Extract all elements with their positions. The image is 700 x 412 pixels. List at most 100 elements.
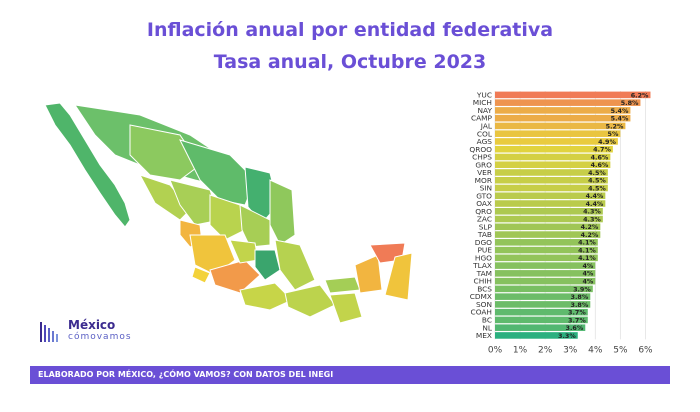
category-label: PUE: [477, 246, 492, 255]
logo-sub-text: cómovamos: [68, 332, 132, 342]
chart-subtitle: Tasa anual, Octubre 2023: [213, 51, 487, 73]
category-label: DGO: [475, 238, 492, 247]
category-label: GTO: [476, 191, 492, 200]
bar-coah: [495, 308, 588, 316]
chart-x-ticks: 0% 1% 2% 3% 4% 5% 6%: [488, 345, 653, 355]
bar-mor: [495, 176, 608, 184]
value-label: 4.6%: [591, 161, 609, 169]
map-region-colima: [191, 266, 211, 284]
category-label: BC: [482, 316, 492, 325]
bar-nl: [495, 324, 586, 331]
bar-tlax: [495, 262, 596, 269]
bar-sin: [495, 184, 608, 192]
value-label: 4.2%: [581, 231, 599, 239]
value-label: 4.6%: [591, 153, 609, 161]
value-label: 4.3%: [583, 208, 601, 216]
bar-ags: [495, 138, 618, 145]
map-region-puebla-veracruz: [274, 239, 316, 291]
value-label: 6.2%: [631, 91, 649, 99]
category-label: VER: [477, 168, 492, 177]
bar-dgo: [495, 239, 598, 246]
category-label: TAM: [476, 269, 492, 278]
bar-jal: [495, 122, 626, 130]
category-label: SLP: [479, 222, 493, 231]
value-label: 4.2%: [581, 223, 599, 231]
logo-bars-icon: [40, 322, 58, 342]
category-label: JAL: [480, 122, 493, 131]
bar-pue: [495, 246, 598, 254]
bar-ver: [495, 169, 608, 176]
category-label: MICH: [473, 98, 492, 107]
map-region-durango: [169, 179, 221, 226]
category-label: AGS: [477, 137, 493, 146]
chart-value-labels: 6.2%5.8%5.4%5.4%5.2%5%4.9%4.7%4.6%4.6%4.…: [558, 91, 649, 340]
map-region-coahuila: [179, 139, 256, 206]
bar-oax: [495, 200, 606, 207]
x-tick-label: 2%: [538, 345, 553, 355]
bar-son: [495, 301, 591, 308]
category-label: HGO: [475, 253, 492, 262]
map-region-chiapas: [329, 292, 363, 324]
map-region-oaxaca: [284, 284, 336, 318]
value-label: 3.8%: [571, 301, 589, 309]
map-region-sinaloa: [138, 174, 191, 221]
x-tick-label: 1%: [513, 345, 528, 355]
value-label: 4.9%: [598, 138, 616, 146]
category-label: CAMP: [471, 114, 493, 123]
value-label: 4.5%: [588, 169, 606, 177]
map-region-center: [254, 249, 281, 281]
value-label: 3.8%: [571, 293, 589, 301]
category-label: SON: [476, 300, 492, 309]
category-label: TLAX: [472, 261, 492, 270]
footer-credit: ELABORADO POR MÉXICO, ¿CÓMO VAMOS? CON D…: [30, 366, 670, 384]
value-label: 4.7%: [593, 146, 611, 154]
value-label: 3.7%: [568, 316, 586, 324]
bar-gto: [495, 192, 606, 200]
category-label: YUC: [476, 90, 492, 99]
value-label: 4.5%: [588, 184, 606, 192]
value-label: 3.7%: [568, 309, 586, 317]
map-region-chihuahua: [129, 124, 201, 181]
map-region-tabasco: [324, 276, 361, 294]
map-region-guerrero: [239, 282, 293, 311]
bar-zac: [495, 215, 603, 223]
bar-mich: [495, 99, 641, 106]
bar-yuc: [495, 91, 651, 99]
map-region-quintana-roo: [384, 252, 413, 301]
inflation-bar-chart: YUCMICHNAYCAMPJALCOLAGSQROOCHPSGROVERMOR…: [469, 90, 653, 355]
map-region-tamaulipas: [269, 179, 296, 246]
bar-cdmx: [495, 293, 591, 300]
value-label: 4.1%: [578, 246, 596, 254]
category-label: QROO: [469, 145, 492, 154]
value-label: 5.2%: [606, 122, 624, 130]
bar-chih: [495, 277, 596, 285]
category-label: SIN: [480, 184, 492, 193]
bar-col: [495, 130, 621, 137]
x-tick-label: 4%: [588, 345, 603, 355]
value-label: 4.1%: [578, 254, 596, 262]
bar-gro: [495, 161, 611, 168]
value-label: 5%: [608, 130, 619, 138]
bar-tab: [495, 231, 601, 238]
value-label: 4%: [582, 262, 593, 270]
category-label: CHIH: [474, 277, 492, 286]
bar-qroo: [495, 145, 613, 153]
category-label: BCS: [477, 284, 492, 293]
x-tick-label: 5%: [613, 345, 628, 355]
bar-nay: [495, 107, 631, 114]
value-label: 4.3%: [583, 215, 601, 223]
bar-tam: [495, 270, 596, 277]
value-label: 5.4%: [611, 115, 629, 123]
category-label: CHPS: [472, 153, 492, 162]
bar-chps: [495, 153, 611, 161]
category-label: TAB: [477, 230, 492, 239]
x-tick-label: 0%: [488, 345, 503, 355]
bar-bc: [495, 316, 588, 324]
category-label: GRO: [475, 160, 492, 169]
mexico-map: [44, 102, 413, 324]
map-region-campeche: [354, 254, 383, 294]
category-label: COL: [477, 129, 493, 138]
category-label: NL: [482, 323, 493, 332]
x-tick-label: 6%: [638, 345, 653, 355]
map-region-zacatecas: [209, 194, 246, 241]
